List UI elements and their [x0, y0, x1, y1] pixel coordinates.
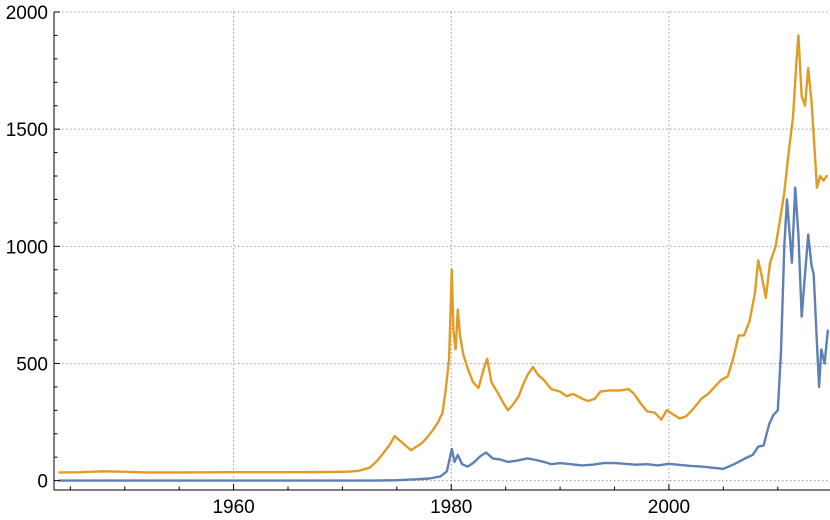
y-tick-label: 1500: [6, 120, 48, 141]
y-tick-label: 1000: [6, 237, 48, 258]
y-tick-label: 2000: [6, 3, 48, 24]
axes: [53, 11, 830, 491]
x-tick-label: 1980: [430, 497, 472, 518]
tick-labels: 1960 1980 2000 0 500 1000 1500 2000: [6, 3, 690, 518]
y-tick-label: 0: [37, 472, 48, 493]
grid: [54, 11, 830, 490]
series-line: [58, 186, 829, 482]
series-group: [58, 34, 829, 482]
x-tick-label: 2000: [648, 497, 690, 518]
x-tick-label: 1960: [212, 497, 254, 518]
y-tick-label: 500: [16, 354, 48, 375]
series-line: [58, 34, 828, 474]
